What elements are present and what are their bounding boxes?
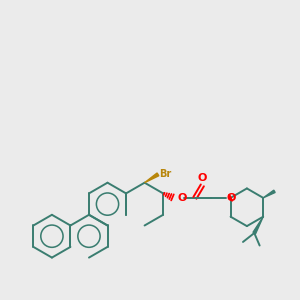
Text: O: O bbox=[227, 193, 236, 203]
Polygon shape bbox=[263, 190, 275, 198]
Text: Br: Br bbox=[159, 169, 171, 179]
Polygon shape bbox=[145, 173, 159, 183]
Polygon shape bbox=[253, 217, 263, 234]
Text: O: O bbox=[198, 173, 207, 183]
Text: O: O bbox=[178, 193, 187, 203]
